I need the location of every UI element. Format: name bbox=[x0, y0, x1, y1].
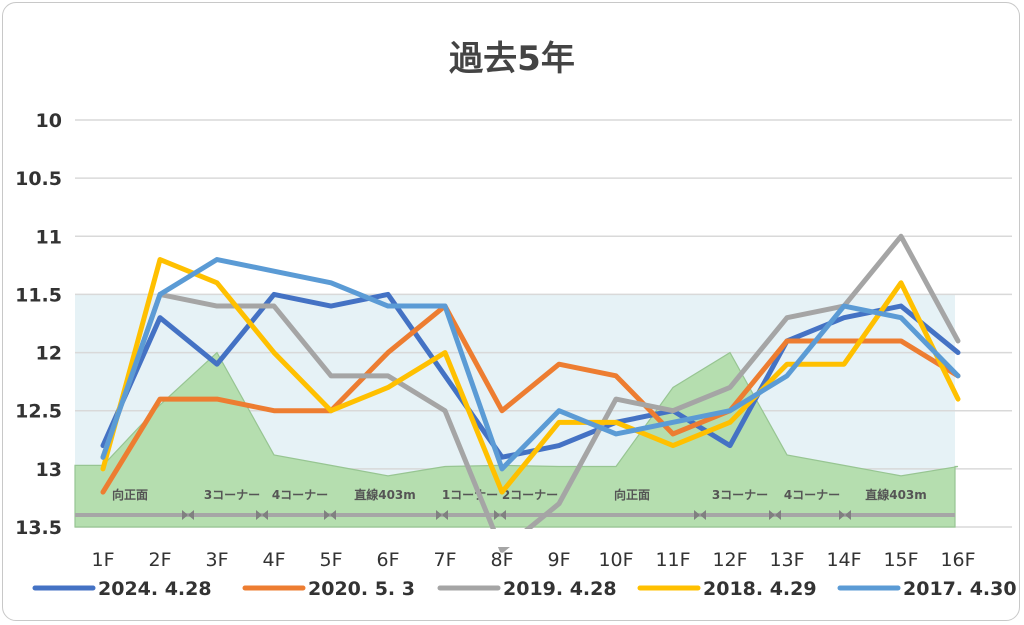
series-line bbox=[100, 257, 961, 495]
x-tick-label: 1F bbox=[91, 549, 114, 571]
segment-arrow-right bbox=[494, 510, 500, 520]
x-tick-label: 10F bbox=[598, 549, 633, 571]
segment-arrow-left bbox=[262, 510, 268, 520]
course-profile-area bbox=[74, 351, 959, 528]
legend-label: 2019. 4.28 bbox=[503, 578, 617, 600]
segment-arrow-left bbox=[700, 510, 706, 520]
segment-arrow-right bbox=[839, 510, 845, 520]
legend: 2024. 4.28 2020. 5. 3 2019. 4.28 2018. 4.29… bbox=[32, 578, 1017, 600]
segment-arrow-right bbox=[324, 510, 330, 520]
segment-arrow-left bbox=[188, 510, 194, 520]
course-segment-label: 向正面 bbox=[614, 487, 650, 502]
y-axis: 10 10.5 11 11.5 12 12.5 13 13.5 bbox=[15, 110, 1012, 547]
course-segment-label: 3コーナー bbox=[204, 488, 260, 502]
legend-label: 2018. 4.29 bbox=[703, 578, 817, 600]
x-axis: 1F 2F 3F 4F 5F 6F 7F 8F 9F 10F 11F 12F 13F 14F 15F 16F bbox=[91, 549, 975, 571]
legend-label: 2020. 5. 3 bbox=[308, 578, 415, 600]
segment-arrow-right bbox=[256, 510, 262, 520]
course-segment-label: 1コーナー bbox=[442, 488, 498, 502]
y-tick-label: 11 bbox=[36, 226, 62, 248]
x-tick-label: 2F bbox=[148, 549, 171, 571]
segment-arrow-left bbox=[775, 510, 781, 520]
x-tick-label: 3F bbox=[205, 549, 228, 571]
y-tick-label: 11.5 bbox=[15, 284, 62, 306]
x-tick-label: 13F bbox=[769, 549, 804, 571]
x-tick-label: 5F bbox=[319, 549, 342, 571]
y-tick-label: 13.5 bbox=[15, 517, 62, 539]
x-tick-label: 12F bbox=[712, 549, 747, 571]
y-tick-label: 13 bbox=[36, 459, 62, 481]
course-segment-label: 直線403m bbox=[865, 487, 927, 502]
y-tick-label: 10 bbox=[36, 110, 62, 132]
y-tick-label: 10.5 bbox=[15, 168, 62, 190]
course-segment-label: 4コーナー bbox=[272, 488, 328, 502]
series-line bbox=[100, 291, 961, 460]
x-tick-label: 15F bbox=[883, 549, 918, 571]
segment-arrow-left bbox=[845, 510, 851, 520]
course-segment-label: 直線403m bbox=[354, 487, 416, 502]
course-segment-label: 向正面 bbox=[112, 487, 148, 502]
segment-arrow-left bbox=[500, 510, 506, 520]
legend-label: 2024. 4.28 bbox=[98, 578, 212, 600]
series-line bbox=[100, 257, 961, 472]
y-tick-label: 12.5 bbox=[15, 401, 62, 423]
segment-arrow-left bbox=[330, 510, 336, 520]
segment-arrow-right bbox=[694, 510, 700, 520]
course-segments: 向正面 3コーナー 4コーナー 直線403m 1コーナー 2コーナー 向正面 3コーナー 4コー… bbox=[75, 487, 955, 520]
chart-title: 過去5年 bbox=[449, 39, 575, 79]
course-segment-label: 4コーナー bbox=[784, 488, 840, 502]
segment-arrow-right bbox=[436, 510, 442, 520]
course-segment-label: 2コーナー bbox=[502, 488, 558, 502]
x-tick-label: 4F bbox=[262, 549, 285, 571]
x-tick-label: 16F bbox=[940, 549, 975, 571]
x-tick-label: 14F bbox=[826, 549, 861, 571]
x-tick-label: 7F bbox=[433, 549, 456, 571]
x-tick-label: 6F bbox=[376, 549, 399, 571]
x-tick-label: 11F bbox=[655, 549, 690, 571]
segment-arrow-left bbox=[442, 510, 448, 520]
y-tick-label: 12 bbox=[36, 343, 62, 365]
course-segment-label: 3コーナー bbox=[712, 488, 768, 502]
segment-arrow-right bbox=[769, 510, 775, 520]
plot-bottom-mask bbox=[75, 529, 1012, 547]
x-tick-label: 9F bbox=[547, 549, 570, 571]
series-line bbox=[100, 233, 961, 553]
legend-label: 2017. 4.30 bbox=[903, 578, 1017, 600]
segment-arrow-right bbox=[182, 510, 188, 520]
course-profile bbox=[74, 351, 959, 528]
series-lines bbox=[100, 233, 961, 553]
x-tick-label: 8F bbox=[490, 549, 513, 571]
